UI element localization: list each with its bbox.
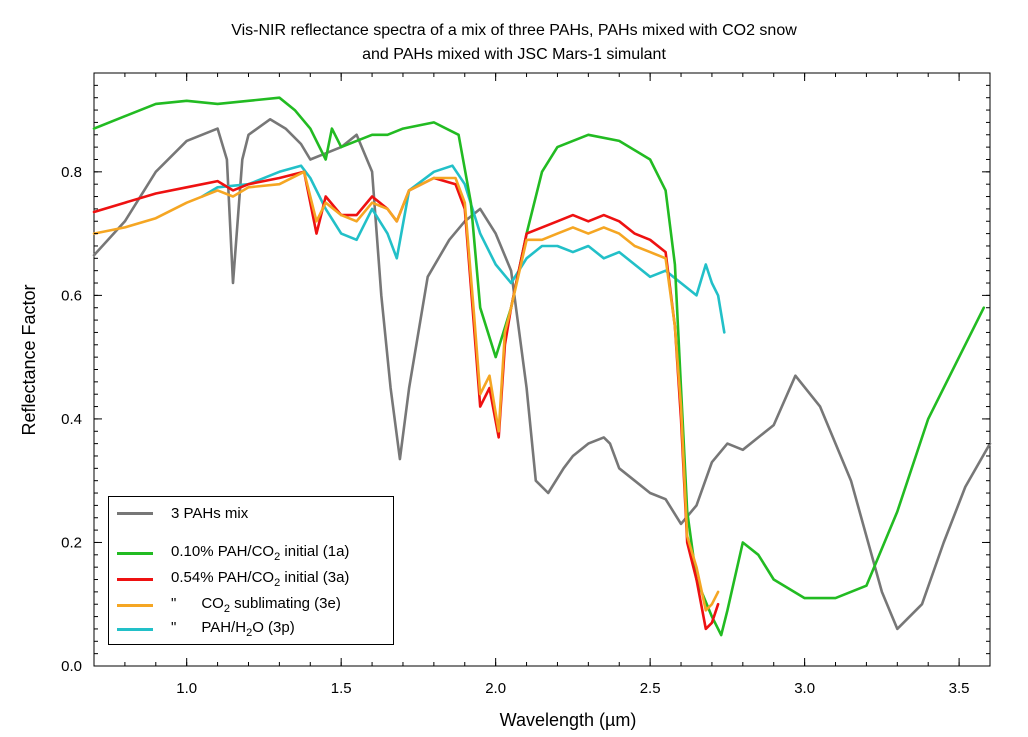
x-tick-label: 1.0 bbox=[176, 680, 197, 697]
y-axis-title: Reflectance Factor bbox=[19, 284, 39, 435]
series-line-2 bbox=[92, 170, 720, 631]
legend-swatch bbox=[117, 603, 153, 607]
series-line-4 bbox=[200, 164, 726, 334]
x-axis-title: Wavelength (µm) bbox=[500, 710, 637, 730]
series-line-1 bbox=[92, 96, 986, 637]
legend-label: 0.10% PAH/CO2 initial (1a) bbox=[171, 543, 350, 563]
y-tick-label: 0.0 bbox=[61, 658, 82, 675]
legend-entry-3a: 0.54% PAH/CO2 initial (3a) bbox=[117, 569, 349, 589]
series-line-3 bbox=[92, 170, 720, 612]
legend-swatch bbox=[117, 577, 153, 581]
legend: 3 PAHs mix 0.10% PAH/CO2 initial (1a) 0.… bbox=[108, 496, 394, 645]
y-tick-label: 0.8 bbox=[61, 164, 82, 181]
series-line-0 bbox=[92, 118, 992, 631]
legend-swatch bbox=[117, 551, 153, 555]
legend-swatch bbox=[117, 627, 153, 631]
legend-label: 3 PAHs mix bbox=[171, 504, 249, 522]
legend-entry-3-pahs-mix: 3 PAHs mix bbox=[117, 503, 248, 523]
y-tick-label: 0.6 bbox=[61, 287, 82, 304]
y-tick-label: 0.4 bbox=[61, 411, 82, 428]
legend-label: 0.54% PAH/CO2 initial (3a) bbox=[171, 569, 350, 589]
legend-label: " CO2 sublimating (3e) bbox=[171, 595, 341, 615]
legend-entry-3e: " CO2 sublimating (3e) bbox=[117, 595, 341, 615]
legend-entry-3p: " PAH/H2O (3p) bbox=[117, 619, 295, 639]
ticks-layer: 1.0 1.5 2.0 2.5 3.0 3.5 0.0 0.2 0.4 0.6 0.8 bbox=[61, 72, 991, 697]
x-tick-label: 2.0 bbox=[485, 680, 506, 697]
y-tick-label: 0.2 bbox=[61, 534, 82, 551]
legend-label: " PAH/H2O (3p) bbox=[171, 619, 295, 639]
legend-entry-1a: 0.10% PAH/CO2 initial (1a) bbox=[117, 543, 349, 563]
series-layer bbox=[92, 96, 992, 637]
x-tick-label: 1.5 bbox=[331, 680, 352, 697]
x-tick-label: 2.5 bbox=[640, 680, 661, 697]
x-tick-label: 3.0 bbox=[794, 680, 815, 697]
x-tick-label: 3.5 bbox=[949, 680, 970, 697]
legend-swatch bbox=[117, 511, 153, 515]
chart-title-line-1: Vis-NIR reflectance spectra of a mix of … bbox=[231, 22, 797, 39]
chart-title-line-2: and PAHs mixed with JSC Mars-1 simulant bbox=[362, 46, 666, 63]
